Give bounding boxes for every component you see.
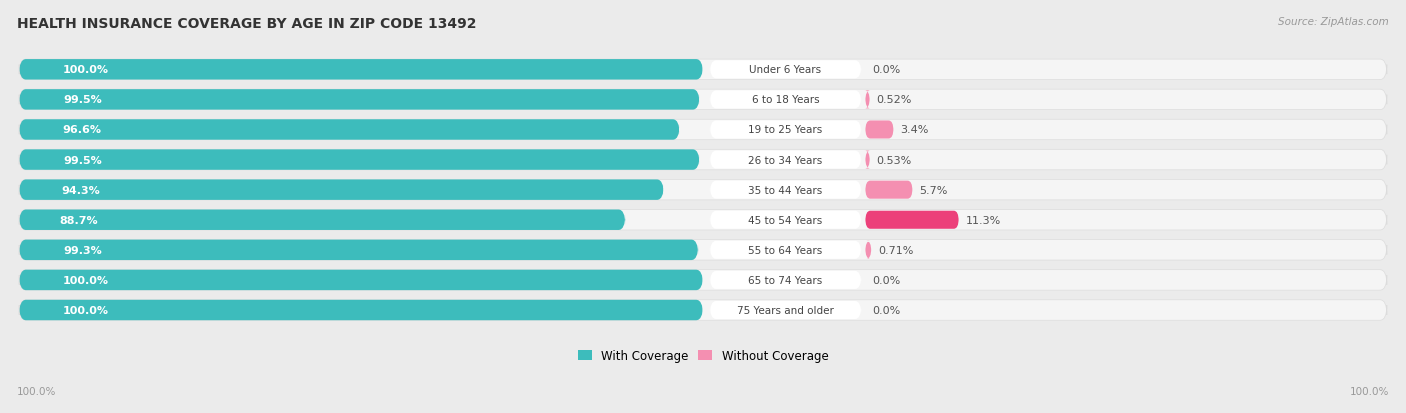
FancyBboxPatch shape xyxy=(710,151,862,169)
Text: 99.3%: 99.3% xyxy=(63,245,101,255)
Text: 0.0%: 0.0% xyxy=(872,305,900,315)
FancyBboxPatch shape xyxy=(20,300,1386,320)
FancyBboxPatch shape xyxy=(710,61,862,79)
Text: 5.7%: 5.7% xyxy=(920,185,948,195)
FancyBboxPatch shape xyxy=(20,60,703,81)
Text: 0.53%: 0.53% xyxy=(876,155,912,165)
Text: HEALTH INSURANCE COVERAGE BY AGE IN ZIP CODE 13492: HEALTH INSURANCE COVERAGE BY AGE IN ZIP … xyxy=(17,17,477,31)
FancyBboxPatch shape xyxy=(20,240,1386,261)
FancyBboxPatch shape xyxy=(20,120,1386,140)
Text: 99.5%: 99.5% xyxy=(63,155,101,165)
FancyBboxPatch shape xyxy=(865,91,870,109)
FancyBboxPatch shape xyxy=(20,90,1386,110)
FancyBboxPatch shape xyxy=(865,151,870,169)
FancyBboxPatch shape xyxy=(20,240,699,261)
FancyBboxPatch shape xyxy=(710,301,862,319)
Text: 0.71%: 0.71% xyxy=(879,245,914,255)
Text: 100.0%: 100.0% xyxy=(17,387,56,396)
FancyBboxPatch shape xyxy=(865,181,912,199)
FancyBboxPatch shape xyxy=(710,121,862,139)
Text: 100.0%: 100.0% xyxy=(63,275,110,285)
FancyBboxPatch shape xyxy=(20,150,700,171)
FancyBboxPatch shape xyxy=(710,211,862,229)
FancyBboxPatch shape xyxy=(865,241,872,259)
FancyBboxPatch shape xyxy=(20,270,1386,290)
Text: 0.52%: 0.52% xyxy=(876,95,912,105)
Text: 75 Years and older: 75 Years and older xyxy=(737,305,834,315)
Text: 0.0%: 0.0% xyxy=(872,275,900,285)
Text: 11.3%: 11.3% xyxy=(966,215,1001,225)
Text: 19 to 25 Years: 19 to 25 Years xyxy=(748,125,823,135)
Text: 96.6%: 96.6% xyxy=(62,125,101,135)
Text: 99.5%: 99.5% xyxy=(63,95,101,105)
Text: 26 to 34 Years: 26 to 34 Years xyxy=(748,155,823,165)
FancyBboxPatch shape xyxy=(20,210,626,230)
Text: Under 6 Years: Under 6 Years xyxy=(749,65,821,75)
FancyBboxPatch shape xyxy=(20,150,1386,171)
Text: 94.3%: 94.3% xyxy=(62,185,100,195)
FancyBboxPatch shape xyxy=(710,241,862,259)
Text: 88.7%: 88.7% xyxy=(59,215,98,225)
FancyBboxPatch shape xyxy=(20,60,1386,81)
Legend: With Coverage, Without Coverage: With Coverage, Without Coverage xyxy=(572,344,834,367)
FancyBboxPatch shape xyxy=(20,300,703,320)
FancyBboxPatch shape xyxy=(20,210,1386,230)
FancyBboxPatch shape xyxy=(710,181,862,199)
Text: 100.0%: 100.0% xyxy=(1350,387,1389,396)
FancyBboxPatch shape xyxy=(20,90,700,110)
Text: Source: ZipAtlas.com: Source: ZipAtlas.com xyxy=(1278,17,1389,26)
FancyBboxPatch shape xyxy=(20,120,679,140)
Text: 100.0%: 100.0% xyxy=(63,65,110,75)
Text: 55 to 64 Years: 55 to 64 Years xyxy=(748,245,823,255)
Text: 3.4%: 3.4% xyxy=(900,125,929,135)
Text: 0.0%: 0.0% xyxy=(872,65,900,75)
Text: 100.0%: 100.0% xyxy=(63,305,110,315)
FancyBboxPatch shape xyxy=(710,91,862,109)
FancyBboxPatch shape xyxy=(20,270,703,290)
FancyBboxPatch shape xyxy=(865,121,893,139)
FancyBboxPatch shape xyxy=(710,271,862,289)
FancyBboxPatch shape xyxy=(20,180,664,200)
FancyBboxPatch shape xyxy=(865,211,959,229)
Text: 65 to 74 Years: 65 to 74 Years xyxy=(748,275,823,285)
Text: 6 to 18 Years: 6 to 18 Years xyxy=(752,95,820,105)
FancyBboxPatch shape xyxy=(20,180,1386,200)
Text: 35 to 44 Years: 35 to 44 Years xyxy=(748,185,823,195)
Text: 45 to 54 Years: 45 to 54 Years xyxy=(748,215,823,225)
